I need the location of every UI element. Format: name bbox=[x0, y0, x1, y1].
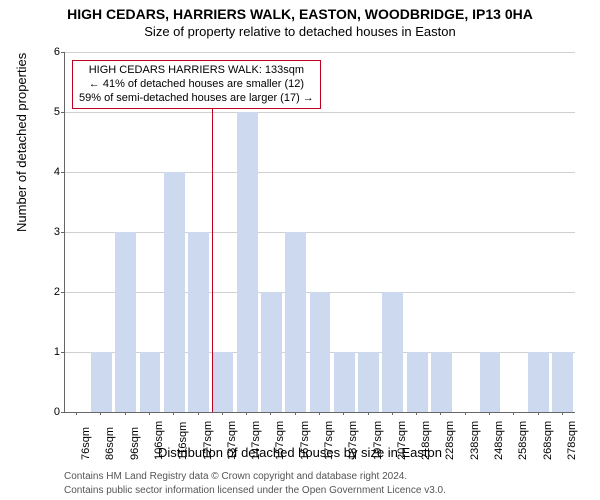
histogram-bar bbox=[480, 352, 501, 412]
x-tick-mark bbox=[319, 412, 320, 415]
y-axis-label: Number of detached properties bbox=[14, 53, 29, 232]
x-axis-label: Distribution of detached houses by size … bbox=[0, 445, 600, 460]
histogram-bar bbox=[91, 352, 112, 412]
histogram-bar bbox=[164, 172, 185, 412]
x-tick-mark bbox=[513, 412, 514, 415]
histogram-bar bbox=[528, 352, 549, 412]
x-tick-mark bbox=[489, 412, 490, 415]
y-tick-label: 0 bbox=[48, 406, 60, 418]
grid-line bbox=[65, 112, 575, 113]
y-tick-label: 6 bbox=[48, 46, 60, 58]
x-tick-mark bbox=[295, 412, 296, 415]
grid-line bbox=[65, 172, 575, 173]
x-tick-mark bbox=[416, 412, 417, 415]
histogram-bar bbox=[310, 292, 331, 412]
grid-line bbox=[65, 52, 575, 53]
histogram-bar bbox=[212, 352, 233, 412]
y-tick-label: 5 bbox=[48, 106, 60, 118]
histogram-bar bbox=[115, 232, 136, 412]
histogram-bar bbox=[382, 292, 403, 412]
x-tick-mark bbox=[100, 412, 101, 415]
x-tick-mark bbox=[368, 412, 369, 415]
footer-text-2: Contains public sector information licen… bbox=[64, 485, 446, 496]
y-tick-label: 4 bbox=[48, 166, 60, 178]
chart-container: HIGH CEDARS, HARRIERS WALK, EASTON, WOOD… bbox=[0, 0, 600, 500]
x-tick-mark bbox=[173, 412, 174, 415]
x-tick-mark bbox=[125, 412, 126, 415]
chart-title: HIGH CEDARS, HARRIERS WALK, EASTON, WOOD… bbox=[0, 0, 600, 22]
x-tick-mark bbox=[222, 412, 223, 415]
annotation-line-1: HIGH CEDARS HARRIERS WALK: 133sqm bbox=[79, 64, 314, 78]
histogram-bar bbox=[140, 352, 161, 412]
annotation-line-3: 59% of semi-detached houses are larger (… bbox=[79, 92, 314, 106]
grid-line bbox=[65, 232, 575, 233]
x-tick-mark bbox=[149, 412, 150, 415]
x-tick-mark bbox=[246, 412, 247, 415]
x-tick-mark bbox=[440, 412, 441, 415]
x-tick-mark bbox=[392, 412, 393, 415]
histogram-bar bbox=[431, 352, 452, 412]
annotation-box: HIGH CEDARS HARRIERS WALK: 133sqm ← 41% … bbox=[72, 60, 321, 109]
histogram-bar bbox=[358, 352, 379, 412]
marker-line bbox=[212, 81, 213, 412]
histogram-bar bbox=[237, 112, 258, 412]
x-tick-mark bbox=[343, 412, 344, 415]
chart-subtitle: Size of property relative to detached ho… bbox=[0, 22, 600, 39]
x-tick-mark bbox=[562, 412, 563, 415]
x-tick-mark bbox=[198, 412, 199, 415]
y-tick-label: 2 bbox=[48, 286, 60, 298]
x-tick-mark bbox=[76, 412, 77, 415]
footer-text-1: Contains HM Land Registry data © Crown c… bbox=[64, 471, 407, 482]
histogram-bar bbox=[334, 352, 355, 412]
histogram-bar bbox=[261, 292, 282, 412]
histogram-bar bbox=[188, 232, 209, 412]
annotation-line-2: ← 41% of detached houses are smaller (12… bbox=[79, 78, 314, 92]
histogram-bar bbox=[285, 232, 306, 412]
histogram-bar bbox=[407, 352, 428, 412]
histogram-bar bbox=[552, 352, 573, 412]
x-tick-mark bbox=[270, 412, 271, 415]
x-tick-mark bbox=[465, 412, 466, 415]
y-tick-label: 3 bbox=[48, 226, 60, 238]
x-tick-mark bbox=[538, 412, 539, 415]
y-tick-label: 1 bbox=[48, 346, 60, 358]
